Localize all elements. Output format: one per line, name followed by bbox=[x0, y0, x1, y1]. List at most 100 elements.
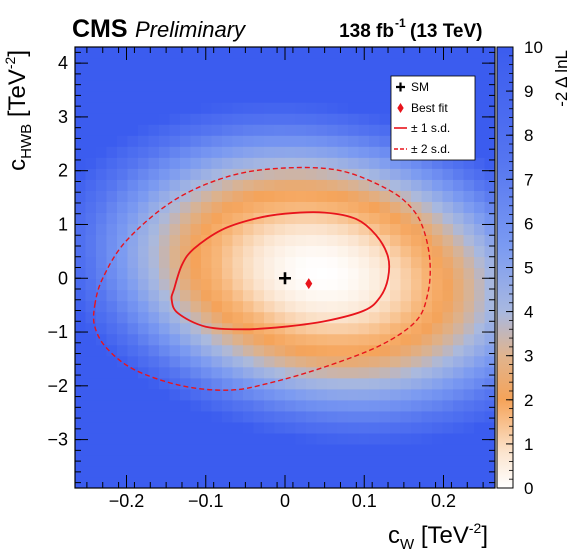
heatmap-cell bbox=[274, 366, 286, 379]
heatmap-cell bbox=[159, 443, 171, 456]
heatmap-cell bbox=[180, 179, 192, 191]
heatmap-cell bbox=[211, 135, 223, 147]
heatmap-cell bbox=[316, 212, 328, 225]
heatmap-cell bbox=[348, 454, 360, 467]
heatmap-cell bbox=[211, 179, 223, 191]
x-axis-title-main: c bbox=[388, 522, 400, 549]
heatmap-cell bbox=[96, 212, 108, 225]
heatmap-cell bbox=[379, 355, 391, 368]
heatmap-cell bbox=[127, 168, 139, 180]
heatmap-cell bbox=[274, 443, 286, 456]
heatmap-cell bbox=[390, 443, 402, 456]
heatmap-cell bbox=[211, 267, 223, 280]
heatmap-cell bbox=[442, 201, 454, 213]
heatmap-cell bbox=[306, 113, 318, 125]
heatmap-cell bbox=[474, 322, 486, 335]
heatmap-cell bbox=[201, 432, 213, 445]
heatmap-cell bbox=[148, 91, 160, 103]
heatmap-cell bbox=[442, 377, 454, 390]
heatmap-cell bbox=[358, 322, 370, 335]
heatmap-cell bbox=[117, 124, 129, 136]
heatmap-cell bbox=[411, 366, 423, 379]
heatmap-cell bbox=[159, 47, 171, 59]
heatmap-cell bbox=[337, 201, 349, 213]
heatmap-cell bbox=[180, 212, 192, 225]
heatmap-cell bbox=[432, 388, 444, 401]
heatmap-cell bbox=[75, 300, 87, 313]
heatmap-cell bbox=[337, 58, 349, 70]
heatmap-cell bbox=[474, 168, 486, 180]
heatmap-cell bbox=[274, 476, 286, 488]
heatmap-cell bbox=[316, 377, 328, 390]
heatmap-cell bbox=[400, 454, 412, 467]
heatmap-cell bbox=[358, 179, 370, 191]
heatmap-cell bbox=[442, 58, 454, 70]
heatmap-cell bbox=[348, 179, 360, 191]
heatmap-cell bbox=[316, 366, 328, 379]
heatmap-cell bbox=[138, 157, 150, 169]
heatmap-cell bbox=[274, 212, 286, 225]
heatmap-cell bbox=[138, 245, 150, 258]
heatmap-cell bbox=[442, 69, 454, 81]
heatmap-cell bbox=[264, 443, 276, 456]
y-axis-title: cHWB [TeV-2] bbox=[2, 50, 35, 171]
heatmap-cell bbox=[148, 157, 160, 169]
heatmap-cell bbox=[432, 69, 444, 81]
heatmap-cell bbox=[453, 212, 465, 225]
heatmap-cell bbox=[379, 432, 391, 445]
heatmap-cell bbox=[211, 102, 223, 114]
heatmap-cell bbox=[201, 168, 213, 180]
heatmap-cell bbox=[169, 289, 181, 302]
heatmap-cell bbox=[264, 256, 276, 269]
heatmap-cell bbox=[285, 278, 297, 291]
heatmap-cell bbox=[232, 234, 244, 247]
heatmap-cell bbox=[432, 344, 444, 357]
z-tick-label: 7 bbox=[524, 170, 533, 189]
heatmap-cell bbox=[306, 168, 318, 180]
heatmap-cell bbox=[348, 124, 360, 136]
heatmap-cell bbox=[337, 421, 349, 434]
heatmap-cell bbox=[232, 377, 244, 390]
heatmap-cell bbox=[484, 256, 495, 269]
heatmap-cell bbox=[75, 267, 87, 280]
heatmap-cell bbox=[453, 223, 465, 236]
heatmap-cell bbox=[379, 135, 391, 147]
heatmap-cell bbox=[358, 124, 370, 136]
heatmap-cell bbox=[264, 289, 276, 302]
heatmap-cell bbox=[159, 344, 171, 357]
heatmap-cell bbox=[75, 146, 87, 158]
z-axis-title: -2 Δ lnL bbox=[552, 50, 571, 107]
heatmap-cell bbox=[337, 179, 349, 191]
heatmap-cell bbox=[148, 454, 160, 467]
heatmap-cell bbox=[316, 311, 328, 324]
heatmap-cell bbox=[211, 311, 223, 324]
heatmap-cell bbox=[127, 179, 139, 191]
heatmap-cell bbox=[117, 146, 129, 158]
heatmap-cell bbox=[138, 267, 150, 280]
heatmap-cell bbox=[316, 355, 328, 368]
heatmap-cell bbox=[106, 399, 118, 412]
heatmap-cell bbox=[411, 322, 423, 335]
heatmap-cell bbox=[211, 300, 223, 313]
heatmap-cell bbox=[484, 91, 495, 103]
heatmap-cell bbox=[379, 421, 391, 434]
heatmap-cell bbox=[306, 47, 318, 59]
heatmap-cell bbox=[400, 58, 412, 70]
heatmap-cell bbox=[369, 223, 381, 236]
heatmap-cell bbox=[306, 179, 318, 191]
x-axis-title-sub: W bbox=[400, 536, 415, 553]
heatmap-cell bbox=[75, 366, 87, 379]
heatmap-cell bbox=[243, 344, 255, 357]
heatmap-cell bbox=[180, 234, 192, 247]
heatmap-cell bbox=[190, 267, 202, 280]
heatmap-cell bbox=[117, 322, 129, 335]
heatmap-cell bbox=[232, 102, 244, 114]
heatmap-cell bbox=[484, 212, 495, 225]
heatmap-cell bbox=[432, 223, 444, 236]
heatmap-cell bbox=[400, 157, 412, 169]
heatmap-cell bbox=[96, 102, 108, 114]
heatmap-cell bbox=[379, 333, 391, 346]
heatmap-cell bbox=[421, 410, 433, 423]
heatmap-cell bbox=[85, 278, 97, 291]
heatmap-cell bbox=[484, 377, 495, 390]
